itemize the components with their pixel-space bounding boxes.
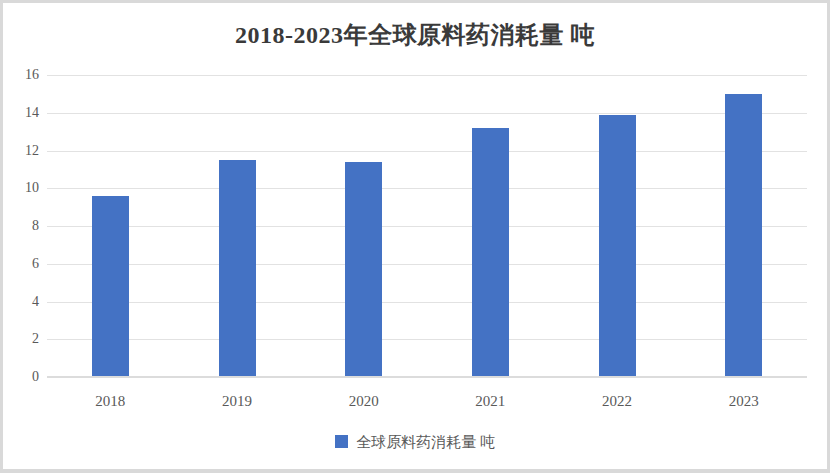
y-tick-label-6: 6 <box>5 256 39 272</box>
chart-container: 2018-2023年全球原料药消耗量 吨 0 2 4 6 8 10 12 14 16 2018 2… <box>0 0 830 473</box>
y-tick-label-12: 12 <box>5 143 39 159</box>
x-tick-label-2018: 2018 <box>70 393 150 410</box>
y-tick-label-16: 16 <box>5 67 39 83</box>
bar-2022 <box>599 115 636 377</box>
plot-area <box>47 75 807 377</box>
bar-2018 <box>92 196 129 377</box>
legend-series-marker-icon <box>335 435 348 448</box>
chart-title: 2018-2023年全球原料药消耗量 吨 <box>3 19 827 51</box>
bar-2020 <box>345 162 382 377</box>
gridline-y-4 <box>47 302 807 303</box>
y-tick-label-8: 8 <box>5 218 39 234</box>
y-tick-label-4: 4 <box>5 294 39 310</box>
x-axis-line <box>47 376 807 378</box>
legend: 全球原料药消耗量 吨 <box>3 433 827 452</box>
x-tick-label-2023: 2023 <box>704 393 784 410</box>
gridline-y-16 <box>47 75 807 76</box>
x-tick-label-2020: 2020 <box>324 393 404 410</box>
gridline-y-2 <box>47 339 807 340</box>
bar-2021 <box>472 128 509 377</box>
y-tick-label-14: 14 <box>5 105 39 121</box>
y-tick-label-0: 0 <box>5 369 39 385</box>
gridline-y-8 <box>47 226 807 227</box>
bar-2023 <box>725 94 762 377</box>
gridline-y-12 <box>47 151 807 152</box>
gridline-y-6 <box>47 264 807 265</box>
gridline-y-14 <box>47 113 807 114</box>
x-tick-label-2019: 2019 <box>197 393 277 410</box>
legend-label: 全球原料药消耗量 吨 <box>356 434 495 450</box>
y-tick-label-10: 10 <box>5 180 39 196</box>
bar-2019 <box>219 160 256 377</box>
x-tick-label-2021: 2021 <box>450 393 530 410</box>
x-tick-label-2022: 2022 <box>577 393 657 410</box>
gridline-y-10 <box>47 188 807 189</box>
y-tick-label-2: 2 <box>5 331 39 347</box>
